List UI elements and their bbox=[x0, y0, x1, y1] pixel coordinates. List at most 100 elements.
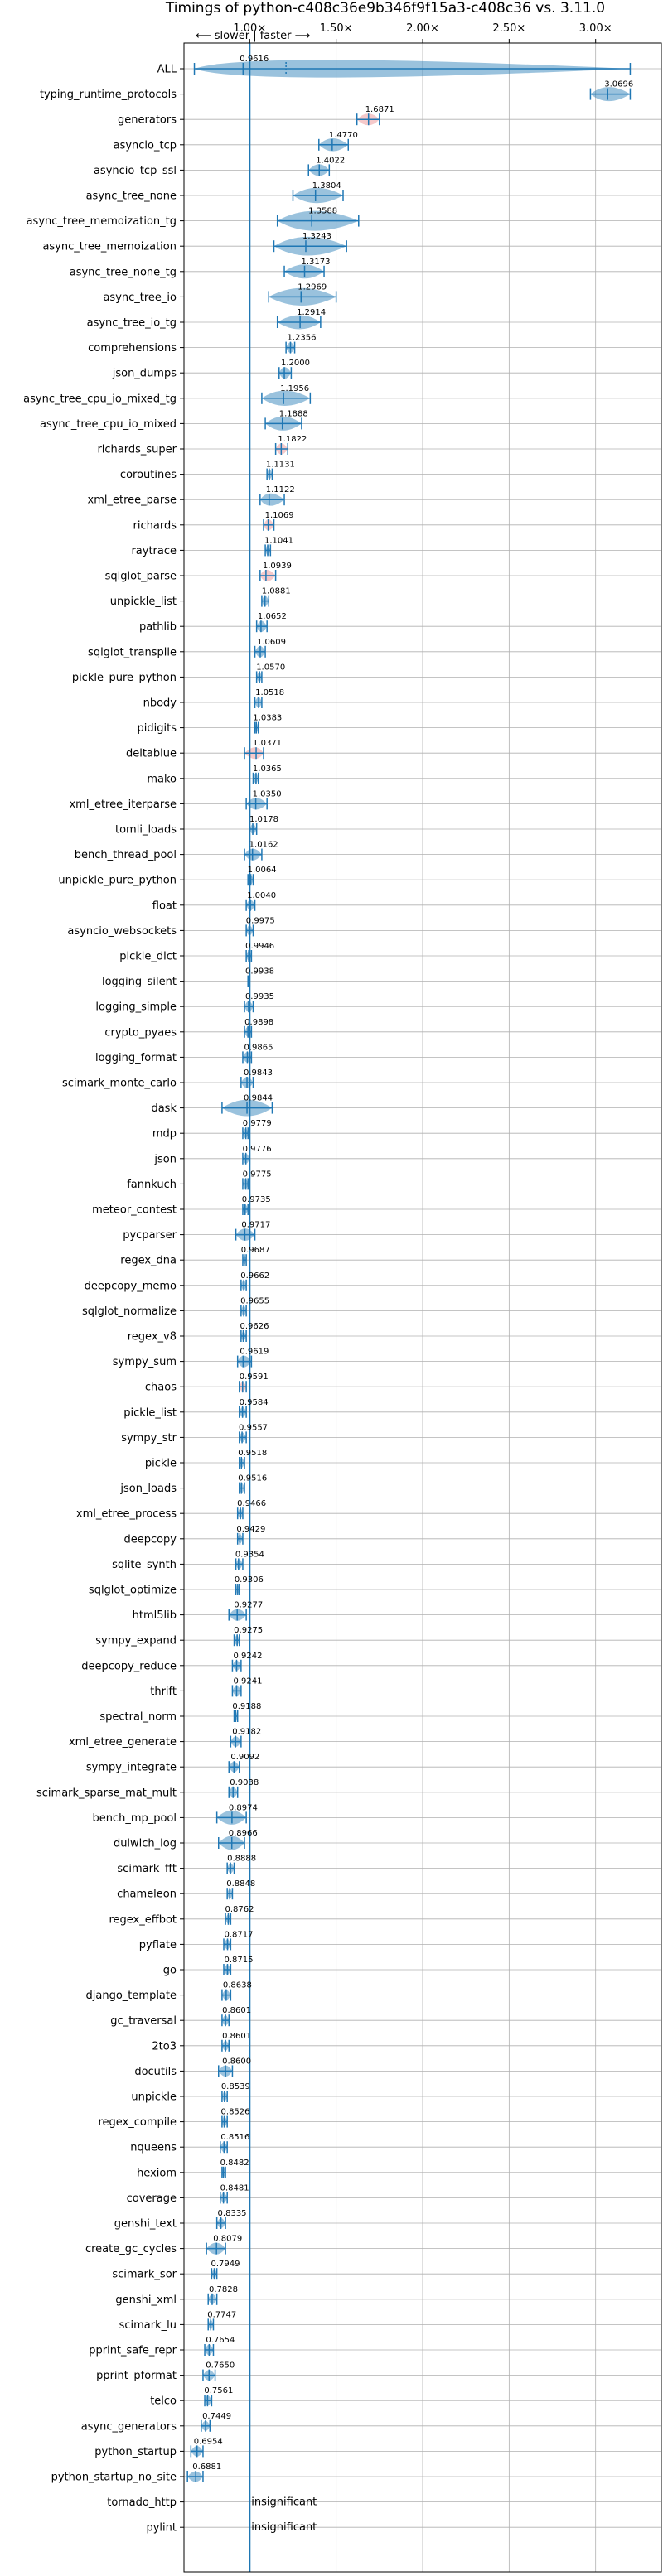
data-label: 1.0350 bbox=[253, 789, 282, 798]
data-label: 0.9584 bbox=[240, 1398, 269, 1407]
data-label: 0.9946 bbox=[245, 942, 274, 951]
benchmark-label: go bbox=[163, 1965, 177, 1977]
benchmark-label: sqlglot_optimize bbox=[89, 1585, 177, 1597]
benchmark-label: pprint_pformat bbox=[96, 2370, 177, 2382]
benchmark-label: asyncio_tcp bbox=[114, 139, 177, 152]
benchmark-label: pathlib bbox=[139, 621, 177, 634]
benchmark-label: typing_runtime_protocols bbox=[40, 89, 177, 101]
data-label: 0.7949 bbox=[211, 2260, 240, 2269]
data-label: 0.9844 bbox=[244, 1094, 273, 1103]
benchmark-label: docutils bbox=[134, 2066, 177, 2078]
benchmark-label: sqlglot_parse bbox=[105, 571, 177, 583]
data-label: 0.7449 bbox=[202, 2412, 231, 2421]
benchmark-label: dulwich_log bbox=[114, 1838, 177, 1850]
data-label: 0.9779 bbox=[243, 1119, 272, 1128]
benchmark-label: bench_mp_pool bbox=[92, 1812, 177, 1825]
data-label: 0.8481 bbox=[220, 2183, 249, 2192]
data-label: 1.0939 bbox=[263, 562, 292, 571]
benchmark-label: async_tree_none_tg bbox=[70, 266, 177, 278]
data-label: 1.0365 bbox=[253, 765, 282, 774]
benchmark-label: hexiom bbox=[137, 2167, 177, 2179]
data-label: 0.9557 bbox=[239, 1423, 268, 1432]
benchmark-label: unpickle bbox=[131, 2091, 177, 2104]
benchmark-label: pycparser bbox=[123, 1229, 177, 1242]
benchmark-label: async_tree_cpu_io_mixed bbox=[40, 418, 177, 431]
data-label: 3.0696 bbox=[604, 80, 633, 89]
data-label: 0.8848 bbox=[226, 1879, 255, 1889]
data-label: 0.9655 bbox=[240, 1296, 269, 1305]
benchmark-label: pylint bbox=[146, 2522, 177, 2535]
benchmark-label: bench_thread_pool bbox=[75, 849, 177, 861]
labels: ALL 0.9616 typing_runtime_protocols 3.0696 g… bbox=[23, 55, 633, 2535]
data-label: 1.1041 bbox=[264, 536, 293, 545]
data-label: 0.9429 bbox=[236, 1525, 265, 1534]
data-label: 0.6954 bbox=[194, 2437, 223, 2446]
benchmark-label: pickle bbox=[145, 1458, 177, 1470]
data-label: 1.1822 bbox=[278, 435, 307, 444]
data-label: 0.8079 bbox=[213, 2235, 242, 2244]
data-label: 1.0040 bbox=[247, 891, 276, 900]
data-label: 0.9038 bbox=[230, 1778, 259, 1787]
benchmark-label: async_tree_none bbox=[86, 191, 177, 203]
data-label: 1.1069 bbox=[265, 511, 294, 520]
data-label: 1.0570 bbox=[256, 663, 285, 672]
benchmark-label: pickle_pure_python bbox=[72, 672, 177, 684]
benchmark-label: pickle_dict bbox=[119, 951, 177, 963]
data-label: 0.8600 bbox=[222, 2057, 251, 2066]
data-label: 0.9518 bbox=[238, 1449, 267, 1458]
x-tick-label: 1.00× bbox=[233, 22, 266, 35]
data-label: 0.8601 bbox=[222, 2032, 251, 2041]
data-label: 0.6881 bbox=[192, 2463, 221, 2472]
data-label: 0.8526 bbox=[221, 2108, 250, 2117]
x-tick-label: 2.50× bbox=[492, 22, 525, 35]
benchmark-label: sympy_integrate bbox=[86, 1762, 177, 1774]
data-label: 1.4022 bbox=[316, 156, 345, 165]
benchmark-label: deepcopy_reduce bbox=[81, 1660, 177, 1672]
data-label: 1.1131 bbox=[266, 461, 295, 470]
data-label: 0.7650 bbox=[206, 2361, 235, 2371]
benchmark-label: pickle_list bbox=[123, 1406, 177, 1419]
data-label: 0.9938 bbox=[245, 967, 274, 977]
data-label: 0.9662 bbox=[240, 1271, 269, 1281]
benchmark-label: chameleon bbox=[117, 1889, 177, 1901]
benchmark-label: chaos bbox=[145, 1382, 177, 1394]
data-label: 0.9591 bbox=[240, 1372, 269, 1382]
data-label: 0.8888 bbox=[227, 1855, 256, 1864]
benchmark-label: crypto_pyaes bbox=[104, 1026, 177, 1039]
benchmark-label: async_tree_cpu_io_mixed_tg bbox=[23, 393, 177, 405]
benchmark-label: async_tree_memoization_tg bbox=[27, 215, 177, 228]
benchmark-label: deepcopy_memo bbox=[85, 1280, 177, 1292]
benchmark-label: async_generators bbox=[81, 2420, 177, 2433]
benchmark-label: scimark_sor bbox=[112, 2269, 177, 2281]
benchmark-label: telco bbox=[150, 2395, 177, 2408]
benchmark-label: regex_compile bbox=[98, 2116, 177, 2129]
benchmark-label: logging_simple bbox=[95, 1001, 177, 1014]
data-label: 1.0881 bbox=[262, 587, 291, 596]
x-tick-label: 2.00× bbox=[406, 22, 439, 35]
benchmark-label: richards_super bbox=[97, 444, 177, 456]
benchmark-label: mdp bbox=[152, 1128, 177, 1141]
benchmark-label: fannkuch bbox=[127, 1179, 177, 1191]
data-label: 1.0609 bbox=[257, 638, 286, 647]
data-label: 0.9242 bbox=[233, 1652, 262, 1661]
benchmark-label: richards bbox=[133, 519, 177, 532]
benchmark-label: nqueens bbox=[130, 2142, 177, 2154]
benchmark-label: pprint_safe_repr bbox=[89, 2345, 177, 2357]
benchmark-label: scimark_sparse_mat_mult bbox=[36, 1787, 177, 1799]
data-label: 0.7561 bbox=[204, 2386, 233, 2395]
benchmark-label: asyncio_tcp_ssl bbox=[94, 165, 177, 177]
benchmark-label: tornado_http bbox=[107, 2496, 177, 2509]
data-label: 1.1888 bbox=[279, 409, 308, 418]
insignificant-label: insignificant bbox=[251, 2521, 317, 2534]
benchmark-label: coverage bbox=[127, 2192, 177, 2205]
benchmark-label: float bbox=[152, 900, 177, 912]
benchmark-label: create_gc_cycles bbox=[85, 2243, 177, 2255]
data-label: 0.8966 bbox=[229, 1829, 258, 1838]
data-label: 0.9516 bbox=[238, 1474, 267, 1483]
data-label: 1.3173 bbox=[302, 258, 331, 267]
benchmark-label: async_tree_memoization bbox=[42, 241, 177, 253]
data-label: 0.8762 bbox=[225, 1905, 254, 1914]
data-label: 0.9619 bbox=[240, 1348, 269, 1357]
benchmark-label: html5lib bbox=[133, 1609, 177, 1622]
